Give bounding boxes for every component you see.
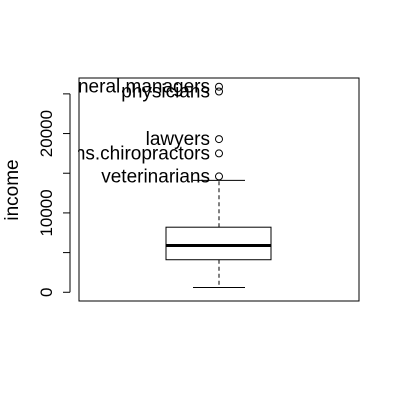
outlier-point xyxy=(215,172,223,181)
outlier-point xyxy=(215,135,223,144)
outlier-point xyxy=(215,82,223,91)
outlier-label: general.managers xyxy=(57,77,210,98)
plot-frame xyxy=(78,77,360,302)
y-tick-label: 0 xyxy=(37,288,56,297)
y-axis-title: income xyxy=(2,159,23,220)
y-tick-label: 20000 xyxy=(37,110,56,157)
outlier-point xyxy=(215,87,223,96)
box-iqr xyxy=(165,226,272,261)
y-tick-label: 10000 xyxy=(37,189,56,236)
outlier-point xyxy=(215,149,223,158)
outlier-label: osteopaths.chiropractors xyxy=(2,143,210,164)
outlier-label: physicians xyxy=(121,81,210,102)
outlier-label: lawyers xyxy=(146,129,210,150)
box-group xyxy=(165,179,272,289)
outlier-label: veterinarians xyxy=(101,166,210,187)
y-ticks: 0 10000 20000 xyxy=(37,93,70,297)
